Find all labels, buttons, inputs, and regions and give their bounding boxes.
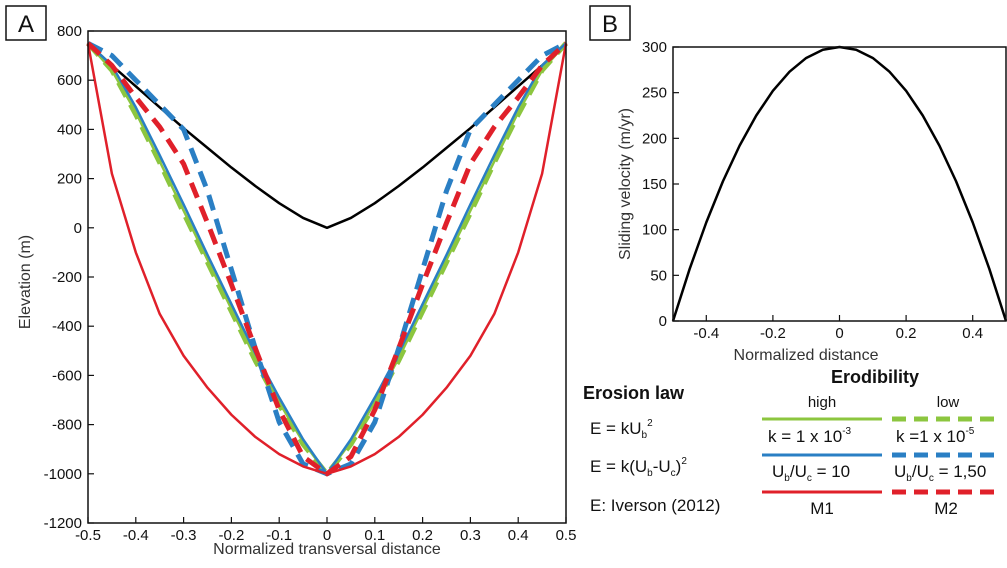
panel-b-label-box [589,5,631,41]
panel-a-letter: A [18,11,34,38]
y-tick-label: 600 [57,72,82,89]
x-tick-label: -0.2 [760,325,786,342]
y-tick-label: 50 [650,267,667,284]
x-tick-label: 0.3 [460,527,481,544]
legend-k-low: k =1 x 10-5 [896,426,975,446]
legend-ub-high: Ub/Uc = 10 [772,462,850,484]
x-tick-label: 0.1 [364,527,385,544]
y-tick-label: 800 [57,23,82,40]
y-tick-label: -200 [52,269,82,286]
series-line-black-solid [671,45,1007,322]
panel-a-plot-area [86,41,568,477]
y-tick-label: -1000 [44,466,82,483]
panel-a-x-axis-label: Normalized transversal distance [213,541,441,558]
panel-a-y-axis-label: Elevation (m) [17,235,34,329]
panel-b: B -0.4 -0.2 0 0.2 0.4 300 250 200 150 100 50 0 Nor… [589,5,1007,364]
y-tick-label: -1200 [44,515,82,532]
series-line-black-solid [87,42,567,230]
panel-b-letter: B [602,11,618,38]
legend-law-2: E = k(Ub-Uc)2 [590,456,687,479]
y-tick-label: 100 [642,222,667,239]
y-tick-label: 0 [659,313,667,330]
x-tick-label: -0.3 [171,527,197,544]
legend-m2: M2 [934,499,958,518]
panel-b-x-ticks: -0.4 -0.2 0 0.2 0.4 [693,315,983,342]
x-tick-label: -0.5 [75,527,101,544]
legend: Erosion law Erodibility high low E = kUb… [583,367,1000,518]
legend-m1: M1 [810,499,834,518]
x-tick-label: 0 [835,325,843,342]
legend-erodibility-title: Erodibility [831,367,919,387]
x-tick-label: 0.2 [896,325,917,342]
panel-b-plot-area [671,45,1007,322]
series-line-green-dashed [86,41,568,477]
y-tick-label: 300 [642,39,667,56]
x-tick-label: -0.2 [218,527,244,544]
panel-a: A -0.5 -0.4 -0.3 -0.2 -0.1 0 0.1 0.2 0.3 0.4 0.5 8… [5,5,576,558]
legend-law-3: E: Iverson (2012) [590,496,720,515]
y-tick-label: -400 [52,318,82,335]
x-tick-label: 0.5 [556,527,577,544]
x-tick-label: -0.4 [123,527,149,544]
legend-k-high: k = 1 x 10-3 [768,426,852,446]
panel-b-x-axis-label: Normalized distance [734,347,879,364]
panel-b-y-axis-label: Sliding velocity (m/yr) [617,108,634,260]
y-tick-label: 0 [74,220,82,237]
panel-a-y-ticks: 800 600 400 200 0 -200 -400 -600 -800 -1000 -1200 [44,23,94,532]
x-tick-label: -0.4 [693,325,719,342]
legend-law-1: E = kUb2 [590,418,653,441]
y-tick-label: 150 [642,176,667,193]
panel-a-x-ticks: -0.5 -0.4 -0.3 -0.2 -0.1 0 0.1 0.2 0.3 0.4 0.5 [75,517,576,544]
legend-ub-low: Ub/Uc = 1,50 [894,462,986,484]
y-tick-label: -600 [52,367,82,384]
x-tick-label: 0.4 [508,527,529,544]
series-line-red-dashed [86,41,568,477]
x-tick-label: -0.1 [266,527,292,544]
x-tick-label: 0.2 [412,527,433,544]
legend-erosion-law-title: Erosion law [583,383,685,403]
panel-b-y-ticks: 300 250 200 150 100 50 0 [642,39,679,330]
panel-a-label-box [5,5,47,41]
y-tick-label: -800 [52,417,82,434]
x-tick-label: 0 [323,527,331,544]
x-tick-label: 0.4 [962,325,983,342]
y-tick-label: 400 [57,121,82,138]
y-tick-label: 200 [642,130,667,147]
y-tick-label: 250 [642,85,667,102]
y-tick-label: 200 [57,171,82,188]
legend-high-label: high [808,394,836,411]
legend-low-label: low [937,394,960,411]
